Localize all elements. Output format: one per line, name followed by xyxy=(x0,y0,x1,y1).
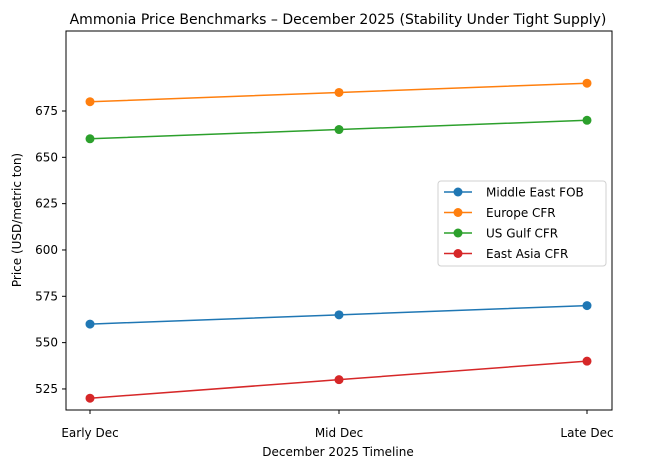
x-axis: Early Dec Mid Dec Late Dec xyxy=(61,410,614,440)
y-axis: 525 550 575 600 625 650 675 xyxy=(35,104,66,396)
data-point-marker xyxy=(334,87,344,97)
y-tick-label: 575 xyxy=(35,289,58,303)
x-tick-label: Late Dec xyxy=(560,426,613,440)
x-tick-label: Early Dec xyxy=(61,426,118,440)
legend-marker xyxy=(453,249,463,258)
y-tick-label: 525 xyxy=(35,382,58,396)
legend-marker xyxy=(453,208,463,217)
data-point-marker xyxy=(582,301,592,311)
series-east-asia-cfr xyxy=(85,356,592,403)
data-point-marker xyxy=(85,319,95,329)
y-tick-label: 650 xyxy=(35,150,58,164)
data-point-marker xyxy=(85,393,95,403)
legend-label: US Gulf CFR xyxy=(486,227,558,241)
chart-title: Ammonia Price Benchmarks – December 2025… xyxy=(70,12,607,28)
series-middle-east-fob xyxy=(85,301,592,329)
legend-box xyxy=(437,180,607,267)
y-tick-label: 625 xyxy=(35,197,58,211)
x-axis-label: December 2025 Timeline xyxy=(262,445,413,459)
data-point-marker xyxy=(85,97,95,107)
legend-marker xyxy=(453,187,463,197)
data-point-marker xyxy=(334,310,344,320)
data-point-marker xyxy=(582,78,592,88)
data-point-marker xyxy=(582,115,592,125)
x-tick-label: Mid Dec xyxy=(315,426,363,440)
legend: Middle East FOB Europe CFR US Gulf CFR East… xyxy=(437,180,607,267)
legend-label: East Asia CFR xyxy=(486,247,568,261)
series-us-gulf-cfr xyxy=(85,115,592,144)
data-point-marker xyxy=(582,356,592,366)
legend-label: Europe CFR xyxy=(486,206,556,220)
series-europe-cfr xyxy=(85,78,592,107)
data-point-marker xyxy=(334,125,344,135)
legend-marker xyxy=(453,228,463,238)
y-tick-label: 550 xyxy=(35,336,58,350)
y-tick-label: 675 xyxy=(35,104,58,118)
data-point-marker xyxy=(85,134,95,144)
legend-label: Middle East FOB xyxy=(486,186,584,200)
series-group xyxy=(85,78,592,403)
y-axis-label: Price (USD/metric ton) xyxy=(10,153,24,287)
data-point-marker xyxy=(334,375,344,385)
y-tick-label: 600 xyxy=(35,243,58,257)
